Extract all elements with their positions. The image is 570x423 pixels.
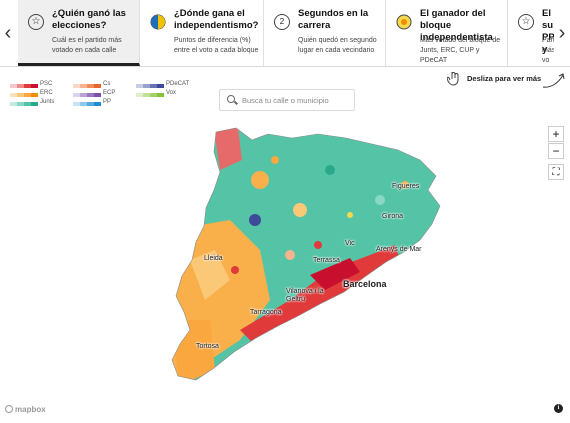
legend-item: ERC bbox=[10, 90, 70, 105]
legend-label: ERC bbox=[40, 90, 53, 96]
zoom-in-button[interactable]: + bbox=[548, 126, 564, 142]
tab-title: ¿Quién ganó las elecciones? bbox=[52, 8, 126, 31]
legend-swatch bbox=[87, 93, 94, 97]
legend-item: PDeCAT bbox=[136, 81, 196, 96]
legend-swatch bbox=[80, 84, 87, 88]
legend-swatch bbox=[31, 102, 38, 106]
legend-item: PP bbox=[73, 99, 133, 114]
legend-swatch bbox=[10, 84, 17, 88]
search-box bbox=[219, 89, 355, 111]
tab-pp[interactable]: El su PP y Partid más vo bbox=[508, 0, 554, 66]
hand-swipe-icon bbox=[446, 70, 461, 89]
star-icon bbox=[28, 14, 44, 30]
legend-swatch bbox=[136, 84, 143, 88]
legend-swatch bbox=[157, 84, 164, 88]
city-label: Arenys de Mar bbox=[376, 246, 422, 253]
tab-title: ¿Dónde gana el independentismo? bbox=[174, 8, 259, 31]
star-icon bbox=[518, 14, 534, 30]
half-circle-icon bbox=[150, 14, 166, 30]
legend-swatch bbox=[150, 84, 157, 88]
mapbox-attribution[interactable]: mapbox bbox=[5, 405, 46, 414]
legend-swatch bbox=[24, 93, 31, 97]
tab-description: Partid más vo bbox=[542, 37, 554, 64]
legend-label: ECP bbox=[103, 90, 116, 96]
legend-item: PSC bbox=[10, 81, 70, 96]
legend-swatch bbox=[17, 102, 24, 106]
prev-arrow-button[interactable]: ‹ bbox=[4, 22, 12, 44]
half-circle-icon bbox=[396, 14, 412, 30]
tab-title: El ganador del bloque independentista bbox=[420, 8, 493, 43]
legend-swatch bbox=[94, 84, 101, 88]
tab-quien-gano[interactable]: ¿Quién ganó las elecciones? Cuál es el p… bbox=[18, 0, 140, 66]
search-input[interactable] bbox=[242, 93, 350, 107]
city-label: Vic bbox=[345, 240, 355, 247]
catalonia-map-shape bbox=[171, 127, 441, 381]
legend-item: Vox bbox=[136, 90, 196, 105]
legend-label: Junts bbox=[40, 99, 55, 105]
legend-swatch bbox=[24, 102, 31, 106]
legend-swatch bbox=[31, 84, 38, 88]
tab-description: Puntos de diferencia (%) entre el voto a… bbox=[174, 37, 259, 54]
legend-swatch bbox=[143, 93, 150, 97]
number-icon: 2 bbox=[274, 14, 290, 30]
fullscreen-button[interactable]: ⛶ bbox=[548, 164, 564, 180]
tab-title: El su PP y bbox=[542, 8, 554, 55]
next-arrow-button[interactable]: › bbox=[558, 22, 566, 44]
legend-item: Junts bbox=[10, 99, 70, 114]
tab-description: Cuál es el partido más votado en cada ca… bbox=[52, 37, 122, 54]
search-icon bbox=[227, 95, 235, 103]
legend-swatch bbox=[10, 102, 17, 106]
city-label: Girona bbox=[382, 213, 404, 220]
city-label: Figueres bbox=[392, 183, 420, 190]
legend-swatch bbox=[150, 93, 157, 97]
legend-swatch bbox=[17, 84, 24, 88]
curved-arrow-icon bbox=[542, 70, 566, 95]
city-label: Tarragona bbox=[250, 309, 282, 316]
legend-swatch bbox=[80, 93, 87, 97]
legend-swatch bbox=[24, 84, 31, 88]
swipe-label: Desliza para ver más bbox=[467, 74, 542, 83]
city-label: Tortosa bbox=[196, 343, 219, 350]
legend-swatch bbox=[73, 102, 80, 106]
attribution-text: mapbox bbox=[15, 405, 46, 414]
tab-independentismo[interactable]: ¿Dónde gana el independentismo? Puntos d… bbox=[140, 0, 264, 66]
legend-label: PDeCAT bbox=[166, 81, 190, 87]
mapbox-logo-icon bbox=[5, 405, 13, 413]
legend-swatch bbox=[17, 93, 24, 97]
legend-swatch bbox=[10, 93, 17, 97]
legend-swatch bbox=[31, 93, 38, 97]
legend-item: ECP bbox=[73, 90, 133, 105]
tab-title: Segundos en la carrera bbox=[298, 8, 369, 31]
tab-description: Quién quedó en segundo lugar en cada vec… bbox=[298, 37, 377, 54]
city-label: Terrassa bbox=[313, 257, 340, 264]
legend-swatch bbox=[143, 84, 150, 88]
zoom-out-button[interactable]: − bbox=[548, 143, 564, 159]
city-label: Lleida bbox=[204, 255, 223, 262]
tab-segundos[interactable]: 2 Segundos en la carrera Quién quedó en … bbox=[264, 0, 386, 66]
city-label: Barcelona bbox=[343, 279, 387, 289]
legend-label: PSC bbox=[40, 81, 53, 87]
legend-swatch bbox=[94, 93, 101, 97]
legend-label: Vox bbox=[166, 90, 177, 96]
legend-label: Cs bbox=[103, 81, 111, 87]
legend-swatch bbox=[94, 102, 101, 106]
legend-swatch bbox=[73, 84, 80, 88]
city-label: Vilanova i la Geltrú bbox=[286, 288, 324, 303]
legend-swatch bbox=[87, 102, 94, 106]
legend-label: PP bbox=[103, 99, 112, 105]
section-tab-strip: ‹ ¿Quién ganó las elecciones? Cuál es el… bbox=[0, 0, 570, 67]
legend-item: Cs bbox=[73, 81, 133, 96]
tab-description: Más votado del bloque de Junts, ERC, CUP… bbox=[420, 37, 501, 64]
election-map[interactable]: Figueres Girona Lleida Vic Arenys de Mar… bbox=[0, 112, 570, 412]
legend-swatch bbox=[73, 93, 80, 97]
legend-swatch bbox=[87, 84, 94, 88]
tab-ganador-bloque[interactable]: El ganador del bloque independentista Má… bbox=[386, 0, 508, 66]
legend-swatch bbox=[80, 102, 87, 106]
legend-swatch bbox=[136, 93, 143, 97]
legend-swatch bbox=[157, 93, 164, 97]
swipe-hint: Desliza para ver más bbox=[446, 70, 567, 90]
info-icon[interactable]: i bbox=[554, 404, 563, 413]
